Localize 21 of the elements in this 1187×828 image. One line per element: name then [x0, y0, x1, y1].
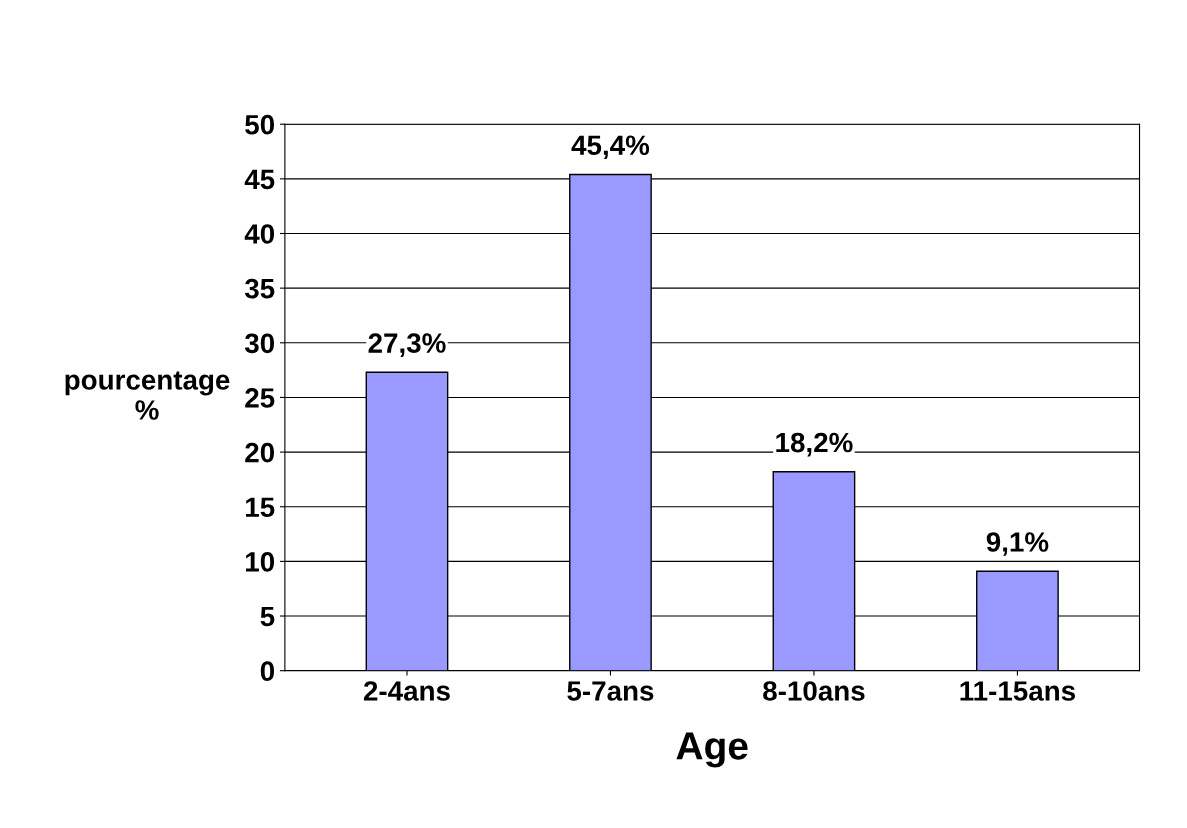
x-tick-label: 5-7ans — [567, 681, 654, 701]
data-label: 18,2% — [776, 432, 853, 457]
y-tick-label: 35 — [244, 278, 275, 299]
y-tick-label: 15 — [246, 497, 275, 518]
y-tick-label: 50 — [245, 114, 275, 135]
data-label: 27,3% — [368, 333, 446, 357]
y-tick-label: 0 — [260, 661, 275, 682]
y-tick-label: 10 — [246, 552, 275, 572]
y-tick-label: 30 — [244, 333, 275, 354]
x-tick-label: 2-4ans — [363, 681, 450, 701]
y-tick-label: 45 — [244, 169, 275, 190]
x-axis-title: Age — [676, 732, 748, 768]
data-label: 9,1% — [986, 532, 1049, 556]
data-label: 45,4% — [571, 135, 650, 160]
y-tick-label: 25 — [245, 388, 275, 408]
y-tick-label: 5 — [260, 606, 275, 627]
x-tick-label: 8-10ans — [763, 681, 865, 701]
y-axis-title: pourcentage % — [65, 371, 230, 420]
y-tick-label: 40 — [244, 224, 275, 244]
x-tick-label: 11-15ans — [960, 681, 1075, 701]
y-tick-label: 20 — [245, 442, 275, 463]
